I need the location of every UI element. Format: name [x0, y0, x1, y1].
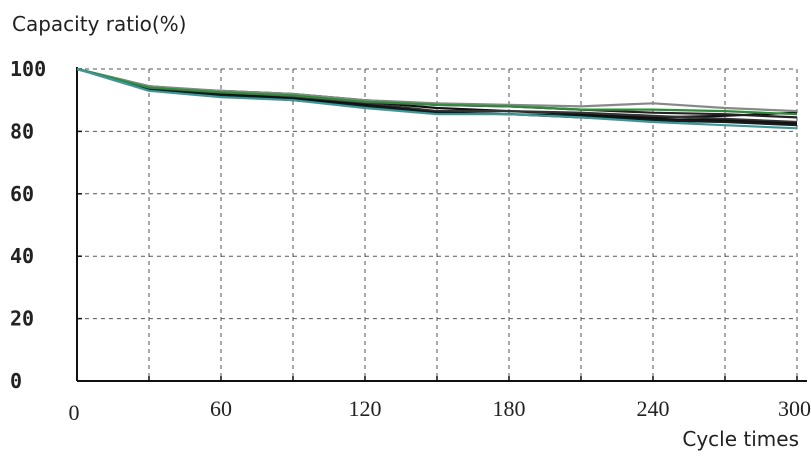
x-tick-label: 300: [778, 396, 811, 421]
y-tick-label: 80: [10, 119, 34, 143]
y-tick-label: 100: [10, 57, 46, 81]
y-tick-label: 0: [10, 369, 22, 393]
y-tick-label: 20: [10, 307, 34, 331]
series-line-5: [76, 67, 798, 127]
grid: [77, 68, 798, 381]
x-tick-label: 60: [210, 396, 232, 421]
x-tick-label: 240: [637, 396, 670, 421]
x-tick-label: 180: [493, 396, 526, 421]
series-lines: [76, 67, 798, 130]
y-axis-title: Capacity ratio(%): [12, 12, 186, 36]
tick-labels: 0 20 40 60 80 100 0 60 120 180 240 300: [10, 57, 811, 425]
series-line-6: [76, 67, 798, 113]
x-tick-label: 120: [349, 396, 382, 421]
y-tick-label: 40: [10, 244, 34, 268]
axes: [76, 67, 807, 382]
series-line-8: [76, 67, 798, 130]
y-tick-label: 60: [10, 182, 34, 206]
series-line-7: [76, 67, 798, 116]
x-tick-label: 0: [69, 400, 80, 425]
x-axis-title: Cycle times: [682, 427, 799, 451]
